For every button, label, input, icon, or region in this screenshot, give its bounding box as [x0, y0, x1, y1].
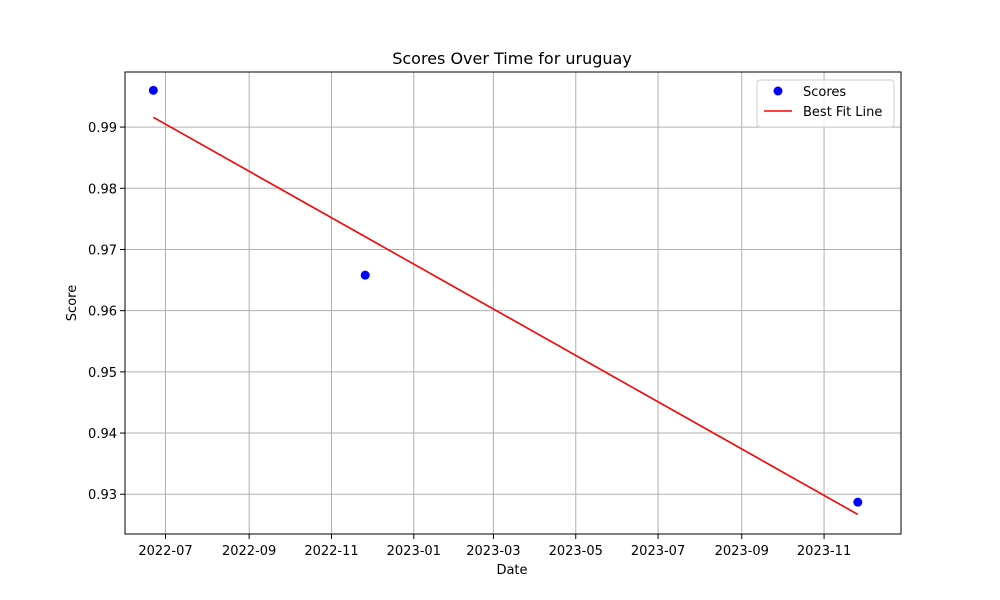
x-tick-label: 2023-01 [387, 544, 441, 559]
y-tick-label: 0.99 [88, 121, 117, 136]
score-point [853, 497, 863, 507]
x-tick-label: 2022-07 [138, 544, 192, 559]
y-tick-label: 0.96 [88, 305, 117, 320]
x-axis-label: Date [496, 563, 527, 578]
y-tick-label: 0.95 [88, 366, 117, 381]
score-point [148, 85, 158, 95]
x-tick-label: 2022-09 [222, 544, 276, 559]
x-tick-label: 2023-05 [549, 544, 603, 559]
y-tick-label: 0.94 [88, 427, 117, 442]
y-axis-ticks: 0.93 0.94 0.95 0.96 0.97 0.98 0.99 [88, 121, 125, 503]
best-fit-line-layer [152, 116, 859, 516]
chart-title: Scores Over Time for uruguay [392, 49, 632, 68]
grid-lines [125, 72, 901, 534]
x-tick-label: 2022-11 [304, 544, 358, 559]
legend: Scores Best Fit Line [756, 79, 895, 128]
legend-scores-marker [773, 86, 783, 96]
x-axis-ticks: 2022-07 2022-09 2022-11 2023-01 2023-03 2023-… [138, 534, 851, 559]
score-point [360, 270, 370, 280]
y-axis-label: Score [65, 285, 80, 321]
x-tick-label: 2023-11 [797, 544, 851, 559]
x-tick-label: 2023-07 [631, 544, 685, 559]
legend-box [756, 79, 895, 128]
y-tick-label: 0.97 [88, 243, 117, 258]
y-tick-label: 0.93 [88, 488, 117, 503]
best-fit-line [152, 116, 859, 516]
x-tick-label: 2023-09 [715, 544, 769, 559]
plot-area-frame [124, 71, 902, 535]
legend-best-fit-label: Best Fit Line [803, 105, 882, 120]
score-points-layer [148, 85, 863, 507]
legend-scores-label: Scores [803, 85, 846, 100]
y-tick-label: 0.98 [88, 182, 117, 197]
x-tick-label: 2023-03 [466, 544, 520, 559]
